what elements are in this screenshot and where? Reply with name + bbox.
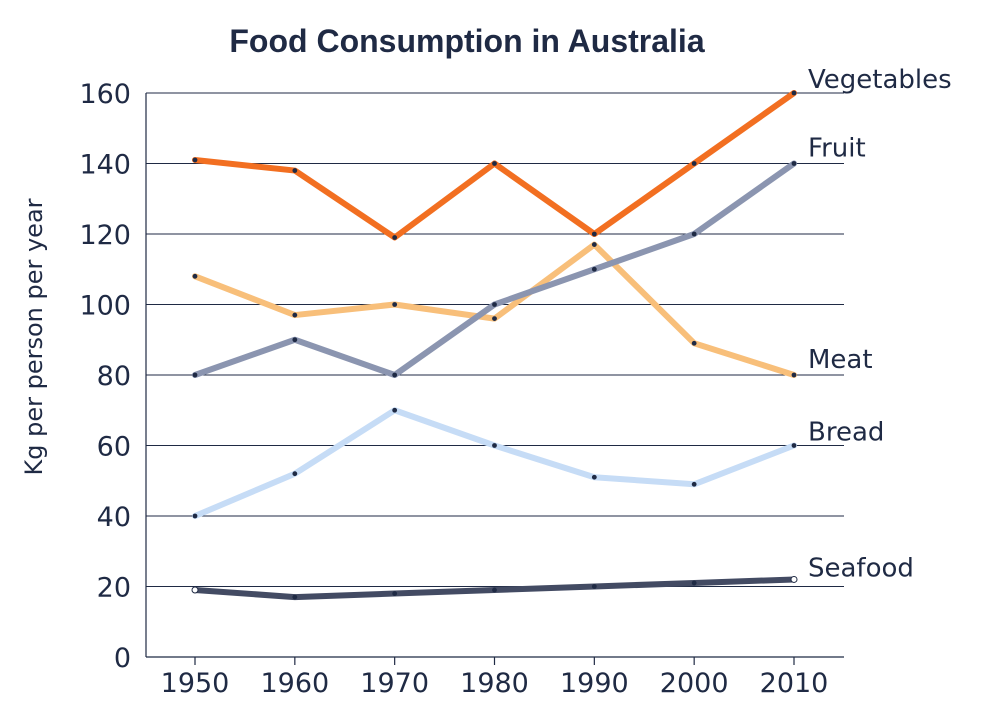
data-point-bread <box>192 513 198 519</box>
data-point-bread <box>392 407 398 413</box>
y-tick-label: 80 <box>97 361 131 392</box>
x-tick-label: 2000 <box>660 668 729 699</box>
series-line-meat <box>192 241 797 378</box>
series-labels: Seafood Bread Meat Fruit Vegetables <box>808 65 952 583</box>
x-tick-label: 1980 <box>460 668 529 699</box>
series-line-fruit <box>192 160 797 378</box>
data-point-meat <box>791 372 797 378</box>
y-tick-label: 0 <box>114 643 131 674</box>
series-label-seafood: Seafood <box>808 553 914 583</box>
series-label-fruit: Fruit <box>808 134 866 164</box>
y-tick-label: 40 <box>97 502 131 533</box>
data-point-vegetables <box>392 235 398 240</box>
data-point-seafood <box>292 594 298 600</box>
data-point-meat <box>192 273 198 279</box>
axes <box>145 93 844 665</box>
data-point-seafood <box>790 575 798 583</box>
data-point-bread <box>492 443 497 448</box>
series-label-bread: Bread <box>808 418 884 448</box>
data-point-fruit <box>591 266 597 272</box>
data-point-seafood <box>191 586 199 594</box>
series-label-meat: Meat <box>808 345 873 375</box>
data-point-vegetables <box>492 161 497 166</box>
y-tick-label: 140 <box>79 150 131 181</box>
data-point-bread <box>691 481 697 487</box>
y-tick-label: 120 <box>79 220 131 251</box>
data-point-meat <box>492 316 497 321</box>
data-point-vegetables <box>591 231 597 237</box>
data-point-fruit <box>791 161 797 166</box>
data-point-meat <box>292 312 298 318</box>
series-line-bread <box>192 407 797 519</box>
x-tick-label: 2010 <box>760 668 829 699</box>
x-tick-label: 1950 <box>161 668 230 699</box>
data-point-meat <box>591 242 597 247</box>
data-point-seafood <box>392 591 398 596</box>
data-point-seafood <box>691 580 697 586</box>
x-tick-label: 1970 <box>360 668 429 699</box>
data-point-fruit <box>192 372 198 378</box>
y-tick-label: 100 <box>79 291 131 322</box>
data-point-bread <box>292 471 298 477</box>
data-point-meat <box>392 302 398 307</box>
series-label-vegetables: Vegetables <box>808 65 952 95</box>
data-point-fruit <box>292 337 298 343</box>
data-point-vegetables <box>791 90 797 96</box>
data-point-meat <box>691 340 697 346</box>
x-tick-label: 1960 <box>260 668 329 699</box>
chart-title: Food Consumption in Australia <box>229 23 704 59</box>
data-point-vegetables <box>691 161 697 166</box>
data-point-fruit <box>492 302 497 307</box>
data-point-seafood <box>492 587 497 593</box>
data-point-vegetables <box>292 168 298 173</box>
y-tick-label: 160 <box>79 79 131 110</box>
data-point-bread <box>791 443 797 448</box>
series-lines <box>191 90 798 601</box>
y-tick-label: 20 <box>97 573 131 604</box>
tick-labels: 0 20 40 60 80 100 120 140 160 1950 1960 1970 1980 199… <box>79 79 828 699</box>
data-point-seafood <box>591 584 597 589</box>
data-point-fruit <box>691 231 697 237</box>
y-tick-label: 60 <box>97 432 131 463</box>
data-point-fruit <box>392 372 398 378</box>
data-point-bread <box>591 474 597 480</box>
x-tick-label: 1990 <box>560 668 629 699</box>
data-point-vegetables <box>192 157 198 163</box>
y-axis-label: Kg per person per year <box>20 198 48 475</box>
